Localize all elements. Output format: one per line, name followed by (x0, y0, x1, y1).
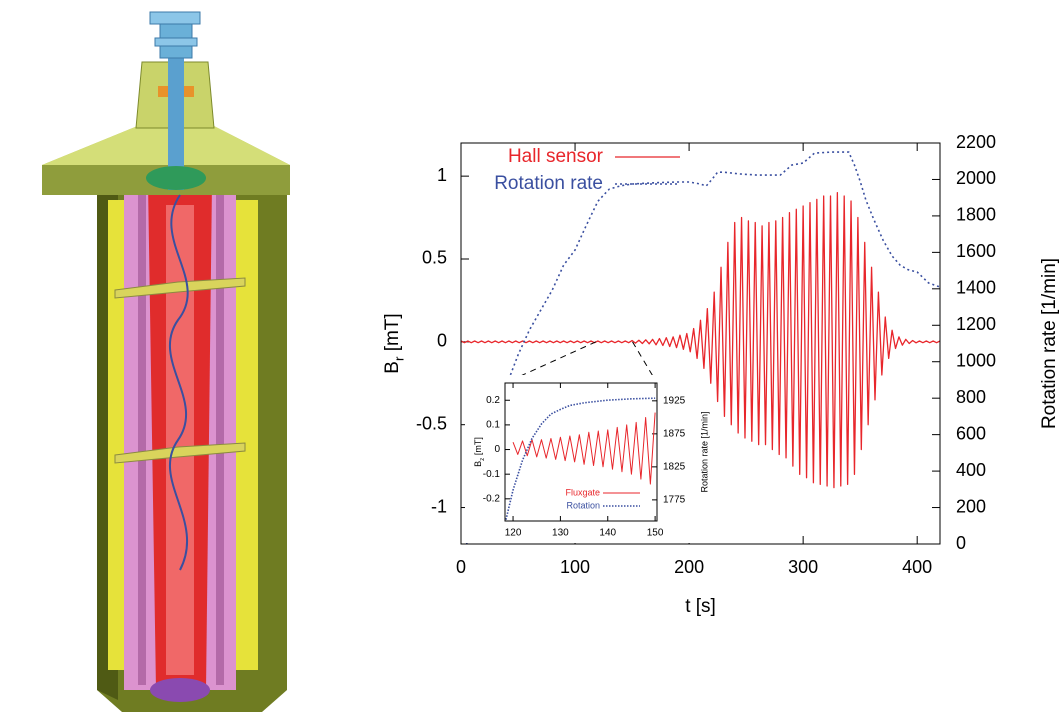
x-tick-label: 200 (674, 557, 704, 577)
x-tick-label: 300 (788, 557, 818, 577)
y-axis-label-part: B (382, 361, 403, 374)
y2-tick-label: 1800 (956, 205, 996, 225)
bottom-outlet (150, 678, 210, 702)
y-tick-label: 1 (437, 165, 447, 185)
inset-background (465, 375, 692, 543)
x-tick-label: 100 (560, 557, 590, 577)
legend-label: Rotation (566, 500, 600, 510)
x-tick-label: 150 (647, 528, 664, 539)
y-tick-label: 0.2 (486, 395, 500, 406)
y-axis-label: Bz [mT] (473, 437, 485, 467)
cross-bar (114, 442, 246, 464)
flow-path (168, 194, 189, 571)
y2-tick-label: 2000 (956, 168, 996, 188)
y2-tick-label: 1000 (956, 350, 996, 370)
y-axis-label: Br [mT] (382, 313, 406, 373)
chart: 120 130 140 150 -0.2 -0.1 0 0.1 0.2 1775 1825 1875 1… (465, 375, 709, 543)
plot-frame (504, 382, 658, 522)
y-axis-label-part: r (391, 356, 406, 361)
zoom-line (632, 341, 658, 384)
y-tick-label: -1 (431, 496, 447, 516)
series-line (512, 412, 656, 485)
chart: 0 100 200 300 400 -1 -0.5 0 0.5 1 0 200 400 600 800 100… (382, 132, 1060, 617)
central-tube (166, 205, 194, 675)
green-coupling (146, 166, 206, 190)
y-tick-label: -0.5 (416, 413, 447, 433)
flange-top (42, 125, 290, 165)
y-tick-label: -0.2 (483, 493, 501, 504)
y2-tick-label: 1775 (663, 495, 686, 506)
device-illustration (42, 11, 290, 712)
left-yellow-wall (108, 200, 124, 670)
legend-label: Rotation rate (494, 173, 603, 194)
x-tick-label: 400 (902, 557, 932, 577)
y2-tick-label: 200 (956, 496, 986, 516)
y2-tick-label: 400 (956, 460, 986, 480)
cross-bar (114, 277, 246, 299)
motor-ring (154, 37, 198, 47)
y-tick-label: 0 (437, 331, 447, 351)
y2-tick-label: 1925 (663, 395, 686, 406)
y-tick-label: -0.1 (483, 469, 501, 480)
right-yellow-wall (236, 200, 258, 670)
y2-tick-label: 800 (956, 387, 986, 407)
y2-tick-label: 1825 (663, 461, 686, 472)
y2-axis-label: Rotation rate [1/min] (699, 411, 709, 492)
shaft (168, 50, 184, 190)
y-axis-label-part: B (473, 461, 483, 467)
top-cap (149, 11, 201, 25)
zoom-line (504, 341, 597, 384)
y2-tick-label: 1600 (956, 241, 996, 261)
y2-tick-label: 1200 (956, 314, 996, 334)
x-tick-label: 120 (505, 528, 522, 539)
plot-frame (460, 142, 941, 545)
series-line (461, 192, 940, 489)
x-tick-label: 140 (599, 528, 616, 539)
y-tick-label: 0 (494, 444, 500, 455)
y2-tick-label: 2200 (956, 132, 996, 152)
y-axis-label-part: z (479, 458, 486, 461)
y2-tick-label: 0 (956, 533, 966, 553)
y2-axis-label: Rotation rate [1/min] (1039, 258, 1060, 429)
y-tick-label: 0.5 (422, 248, 447, 268)
x-tick-label: 0 (456, 557, 466, 577)
pink-tube-edge (216, 195, 224, 685)
y2-tick-label: 600 (956, 423, 986, 443)
y-axis-label-part: [mT] (382, 313, 403, 356)
pink-tube-edge (138, 195, 146, 685)
series-line (465, 151, 940, 544)
legend-label: Hall sensor (508, 146, 604, 167)
y-axis-label-part: [mT] (473, 437, 483, 458)
x-tick-label: 130 (552, 528, 569, 539)
legend-label: Fluxgate (565, 487, 600, 497)
y2-tick-label: 1875 (663, 428, 686, 439)
y2-tick-label: 1400 (956, 278, 996, 298)
y-tick-label: 0.1 (486, 420, 500, 431)
x-axis-label: t [s] (685, 596, 716, 617)
